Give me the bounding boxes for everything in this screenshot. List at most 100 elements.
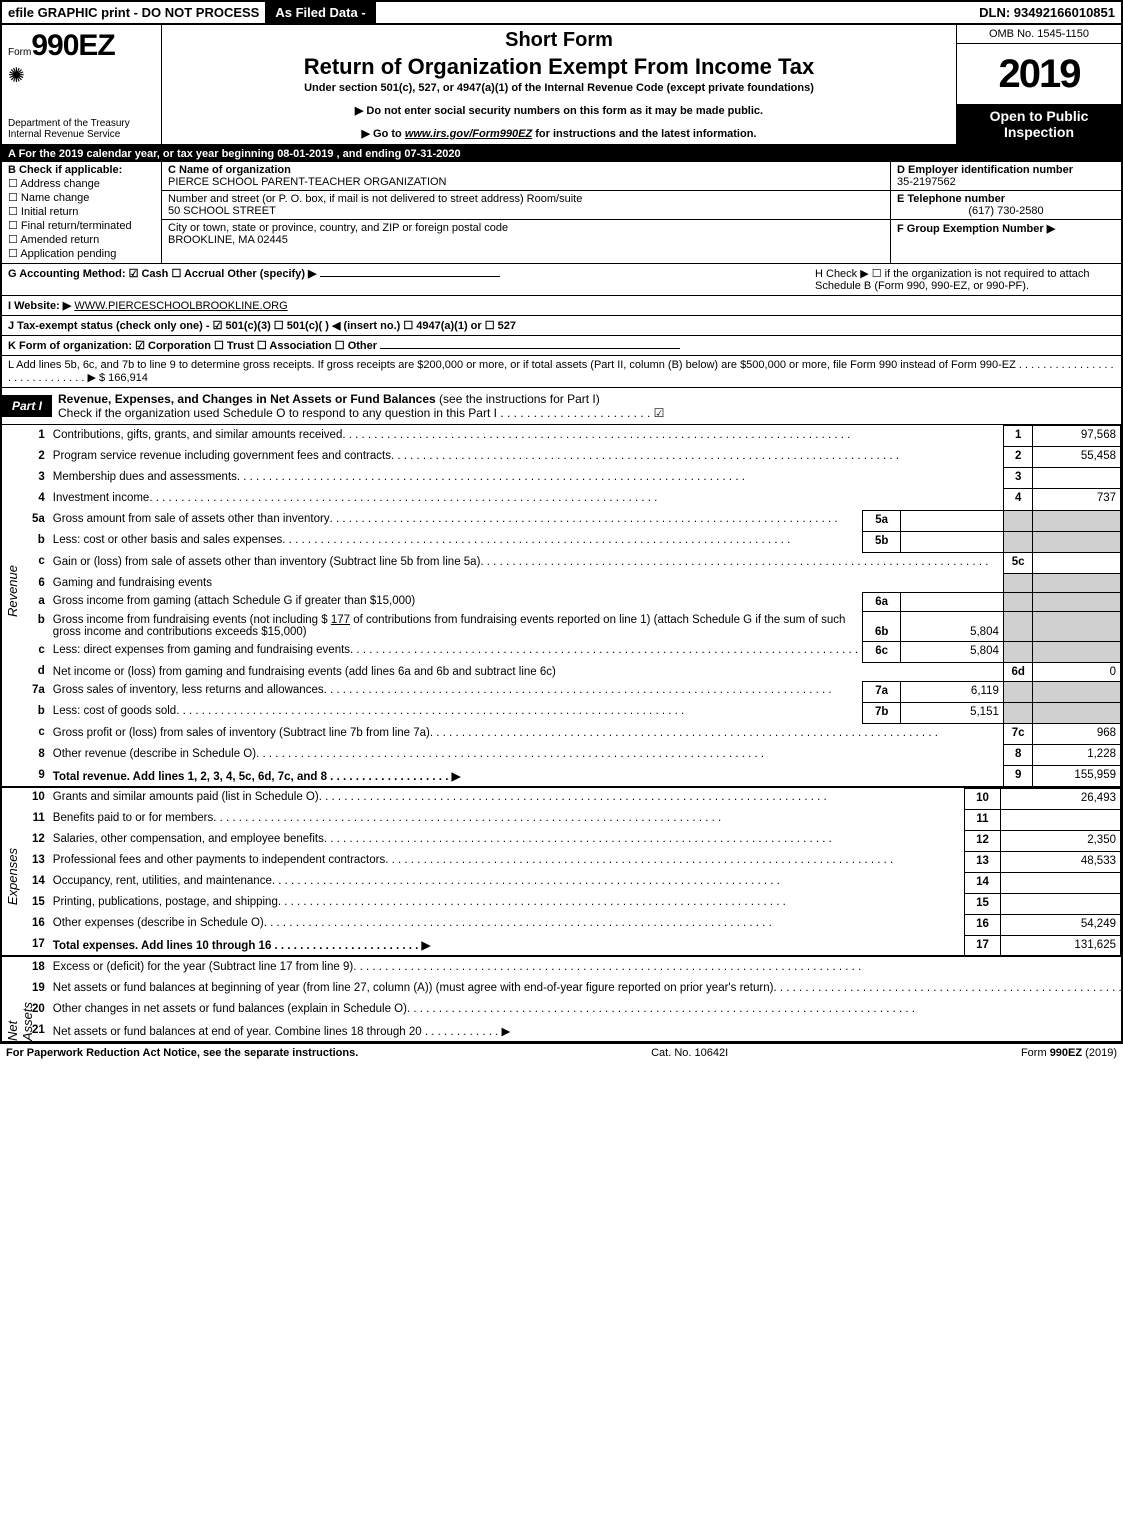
org-address: 50 SCHOOL STREET — [168, 205, 884, 217]
org-name: PIERCE SCHOOL PARENT-TEACHER ORGANIZATIO… — [168, 176, 884, 188]
part-1-title-text: Revenue, Expenses, and Changes in Net As… — [58, 392, 436, 406]
line-5c: c Gain or (loss) from sale of assets oth… — [2, 552, 1121, 574]
line-13: 13 Professional fees and other payments … — [2, 851, 1121, 872]
city-label: City or town, state or province, country… — [168, 222, 884, 234]
telephone-value: (617) 730-2580 — [897, 205, 1115, 217]
line-20: 20 Other changes in net assets or fund b… — [2, 1000, 1123, 1021]
line-6a: a Gross income from gaming (attach Sched… — [2, 592, 1121, 611]
line-2-value: 55,458 — [1033, 447, 1121, 468]
revenue-section: Revenue 1 Contributions, gifts, grants, … — [2, 425, 1121, 788]
line-5a: 5a Gross amount from sale of assets othe… — [2, 510, 1121, 531]
row-g-h: G Accounting Method: ☑ Cash ☐ Accrual Ot… — [2, 264, 1121, 296]
line-7b: b Less: cost of goods sold 7b 5,151 — [2, 702, 1121, 723]
part-1-label: Part I — [2, 395, 52, 417]
efile-notice: efile GRAPHIC print - DO NOT PROCESS — [2, 2, 267, 23]
check-final-return[interactable]: ☐ Final return/terminated — [8, 219, 155, 232]
line-5c-value — [1033, 552, 1121, 574]
line-10-value: 26,493 — [1001, 788, 1121, 809]
line-8: 8 Other revenue (describe in Schedule O)… — [2, 745, 1121, 766]
addr-label: Number and street (or P. O. box, if mail… — [168, 193, 884, 205]
header-center: Short Form Return of Organization Exempt… — [162, 25, 956, 144]
line-18: 18 Excess or (deficit) for the year (Sub… — [2, 958, 1123, 979]
line-13-value: 48,533 — [1001, 851, 1121, 872]
dln-number: DLN: 93492166010851 — [973, 2, 1121, 23]
part-1-title: Revenue, Expenses, and Changes in Net As… — [52, 388, 1121, 424]
org-city: BROOKLINE, MA 02445 — [168, 234, 884, 246]
line-7a-value: 6,119 — [901, 681, 1004, 702]
check-initial-return[interactable]: ☐ Initial return — [8, 205, 155, 218]
check-address-change[interactable]: ☐ Address change — [8, 177, 155, 190]
line-9-value: 155,959 — [1033, 766, 1121, 787]
page-footer: For Paperwork Reduction Act Notice, see … — [0, 1043, 1123, 1062]
line-6d: d Net income or (loss) from gaming and f… — [2, 662, 1121, 681]
row-k: K Form of organization: ☑ Corporation ☐ … — [2, 336, 1121, 356]
box-b: B Check if applicable: ☐ Address change … — [2, 162, 162, 263]
dept-treasury: Department of the Treasury — [8, 118, 155, 129]
accounting-other-input[interactable] — [320, 276, 500, 277]
line-7b-value: 5,151 — [901, 702, 1004, 723]
check-name-change[interactable]: ☐ Name change — [8, 191, 155, 204]
spacer — [376, 2, 973, 23]
header-left: Form990EZ ✺ Department of the Treasury I… — [2, 25, 162, 144]
line-8-value: 1,228 — [1033, 745, 1121, 766]
form-header: Form990EZ ✺ Department of the Treasury I… — [2, 25, 1121, 146]
expenses-tab: Expenses — [5, 848, 20, 905]
website-value[interactable]: WWW.PIERCESCHOOLBROOKLINE.ORG — [74, 300, 287, 312]
line-5a-value — [901, 510, 1004, 531]
form-subtitle: Under section 501(c), 527, or 4947(a)(1)… — [168, 82, 950, 94]
line-6c: c Less: direct expenses from gaming and … — [2, 641, 1121, 662]
net-assets-section: Net Assets 18 Excess or (deficit) for th… — [2, 957, 1121, 1041]
line-3: 3 Membership dues and assessments 3 — [2, 468, 1121, 489]
expenses-section: Expenses 10 Grants and similar amounts p… — [2, 788, 1121, 958]
line-14: 14 Occupancy, rent, utilities, and maint… — [2, 872, 1121, 893]
line-6c-value: 5,804 — [901, 641, 1004, 662]
irs-eagle-icon: ✺ — [8, 63, 155, 88]
part-1-subtitle: (see the instructions for Part I) — [439, 392, 600, 406]
section-b-to-f: B Check if applicable: ☐ Address change … — [2, 162, 1121, 264]
org-other-input[interactable] — [380, 348, 680, 349]
instr2-link[interactable]: www.irs.gov/Form990EZ — [405, 128, 532, 140]
line-17-value: 131,625 — [1001, 935, 1121, 956]
line-1: 1 Contributions, gifts, grants, and simi… — [2, 426, 1121, 447]
line-6b-contrib-amount: 177 — [331, 614, 350, 626]
box-c: C Name of organization PIERCE SCHOOL PAR… — [162, 162, 891, 263]
line-15: 15 Printing, publications, postage, and … — [2, 893, 1121, 914]
line-4: 4 Investment income 4 737 — [2, 489, 1121, 511]
line-16: 16 Other expenses (describe in Schedule … — [2, 914, 1121, 935]
row-h: H Check ▶ ☐ if the organization is not r… — [815, 267, 1115, 292]
line-6b-value: 5,804 — [901, 611, 1004, 641]
revenue-tab: Revenue — [5, 565, 20, 617]
gross-receipts-value: 166,914 — [108, 372, 148, 384]
expenses-table: 10 Grants and similar amounts paid (list… — [2, 788, 1121, 958]
footer-center: Cat. No. 10642I — [651, 1047, 728, 1059]
box-def: D Employer identification number 35-2197… — [891, 162, 1121, 263]
form-container: efile GRAPHIC print - DO NOT PROCESS As … — [0, 0, 1123, 1043]
open-public-badge: Open to Public Inspection — [957, 104, 1121, 144]
row-l: L Add lines 5b, 6c, and 7b to line 9 to … — [2, 356, 1121, 388]
as-filed-label: As Filed Data - — [267, 2, 375, 23]
tax-year: 2019 — [957, 44, 1121, 104]
line-14-value — [1001, 872, 1121, 893]
top-bar: efile GRAPHIC print - DO NOT PROCESS As … — [2, 2, 1121, 25]
line-7a: 7a Gross sales of inventory, less return… — [2, 681, 1121, 702]
box-c-label: C Name of organization — [168, 164, 884, 176]
line-6d-value: 0 — [1033, 662, 1121, 681]
revenue-table: 1 Contributions, gifts, grants, and simi… — [2, 425, 1121, 788]
line-11-value — [1001, 809, 1121, 830]
line-12-value: 2,350 — [1001, 830, 1121, 851]
line-10: 10 Grants and similar amounts paid (list… — [2, 788, 1121, 809]
line-17: 17 Total expenses. Add lines 10 through … — [2, 935, 1121, 956]
short-form-label: Short Form — [168, 29, 950, 52]
ein-value: 35-2197562 — [897, 176, 1115, 188]
check-application-pending[interactable]: ☐ Application pending — [8, 247, 155, 260]
instruction-2: ▶ Go to www.irs.gov/Form990EZ for instru… — [168, 127, 950, 140]
line-4-value: 737 — [1033, 489, 1121, 511]
part-1-check: Check if the organization used Schedule … — [58, 406, 664, 420]
line-5b: b Less: cost or other basis and sales ex… — [2, 531, 1121, 552]
instr2-pre: ▶ Go to — [362, 128, 405, 140]
box-d-label: D Employer identification number — [897, 164, 1115, 176]
form-title: Return of Organization Exempt From Incom… — [168, 54, 950, 80]
line-9: 9 Total revenue. Add lines 1, 2, 3, 4, 5… — [2, 766, 1121, 787]
row-l-text: L Add lines 5b, 6c, and 7b to line 9 to … — [8, 359, 1114, 384]
check-amended-return[interactable]: ☐ Amended return — [8, 233, 155, 246]
